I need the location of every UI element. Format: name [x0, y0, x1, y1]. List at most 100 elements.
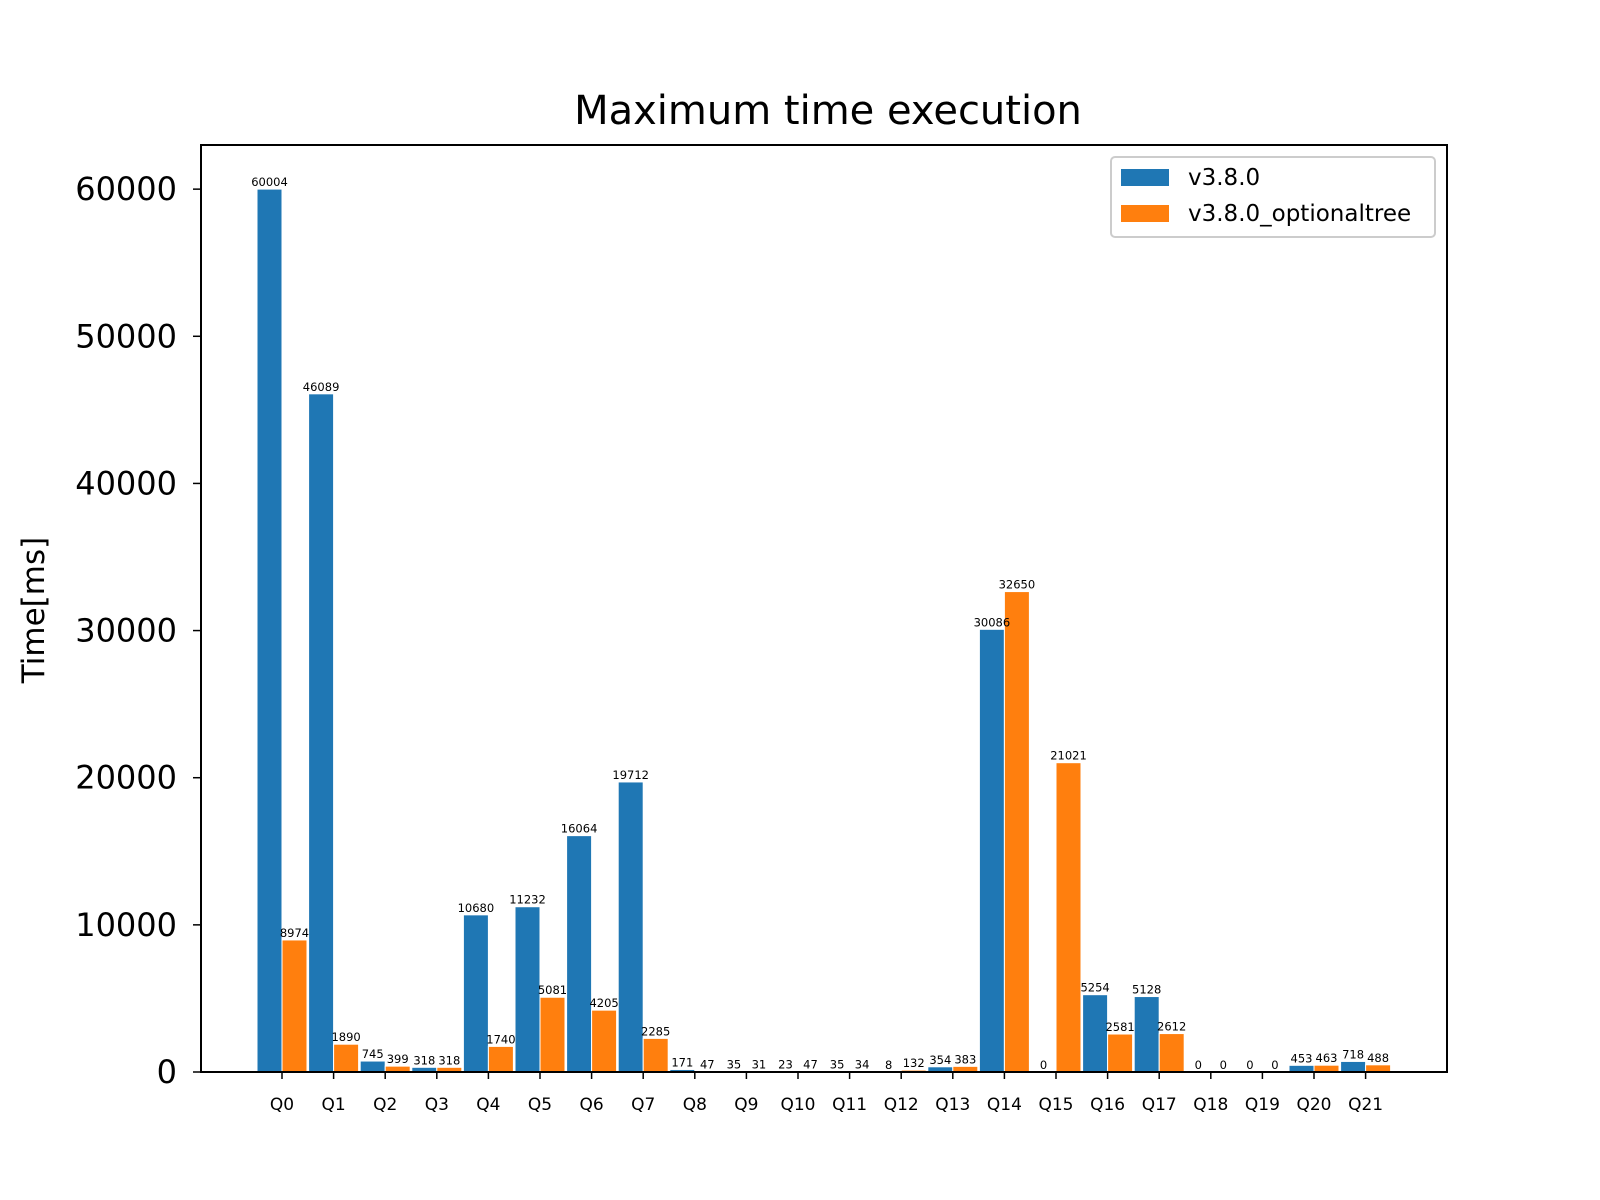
legend-box: [1110, 156, 1436, 238]
data-label-v3-8-0-q17: 5128: [1132, 983, 1161, 997]
bar-v3-8-0-optionaltree-q15: [1055, 762, 1082, 1073]
y-tick-label-40000: 40000: [75, 464, 177, 502]
y-tick-label-10000: 10000: [75, 906, 177, 944]
x-tick-label-q21: Q21: [1348, 1095, 1383, 1115]
data-label-v3-8-0-optionaltree-q13: 383: [954, 1052, 976, 1066]
x-tick-label-q6: Q6: [579, 1095, 603, 1115]
bar-v3-8-0-optionaltree-q1: [333, 1043, 360, 1073]
x-tick-label-q2: Q2: [373, 1095, 397, 1115]
data-label-v3-8-0-q8: 171: [671, 1055, 693, 1069]
data-label-v3-8-0-q12: 8: [885, 1058, 892, 1072]
data-label-v3-8-0-q2: 745: [362, 1047, 384, 1061]
bar-v3-8-0-q16: [1082, 994, 1109, 1073]
legend-label-v3-8-0-optionaltree: v3.8.0_optionaltree: [1188, 201, 1411, 227]
data-label-v3-8-0-optionaltree-q20: 463: [1316, 1051, 1338, 1065]
data-label-v3-8-0-q11: 35: [830, 1057, 845, 1071]
bar-v3-8-0-q6: [566, 835, 593, 1073]
data-label-v3-8-0-q15: 0: [1040, 1058, 1047, 1072]
x-axis-ticks: Q0 Q1 Q2 Q3 Q4 Q5 Q6 Q7 Q8 Q9 Q10 Q11 Q12 Q13 Q14 Q15 Q1…: [270, 1072, 1383, 1115]
bar-v3-8-0-optionaltree-q7: [642, 1037, 669, 1073]
legend-swatch-v3-8-0-optionaltree: [1121, 205, 1169, 222]
x-tick-label-q10: Q10: [780, 1095, 815, 1115]
legend: v3.8.0 v3.8.0_optionaltree: [1110, 156, 1436, 238]
data-label-v3-8-0-q7: 19712: [612, 768, 649, 782]
data-label-v3-8-0-optionaltree-q21: 488: [1367, 1051, 1389, 1065]
plot-area-frame: [200, 144, 1448, 1073]
data-label-v3-8-0-optionaltree-q14: 32650: [999, 578, 1036, 592]
chart-title: Maximum time execution: [574, 88, 1082, 134]
data-label-v3-8-0-optionaltree-q9: 31: [752, 1058, 767, 1072]
data-label-v3-8-0-optionaltree-q6: 4205: [589, 996, 618, 1010]
y-tick-label-20000: 20000: [75, 759, 177, 797]
x-tick-label-q18: Q18: [1193, 1095, 1228, 1115]
y-tick-label-0: 0: [157, 1053, 177, 1091]
data-label-v3-8-0-q18: 0: [1195, 1058, 1202, 1072]
x-tick-label-q17: Q17: [1142, 1095, 1177, 1115]
data-label-v3-8-0-q20: 453: [1291, 1051, 1313, 1065]
bar-v3-8-0-q21: [1340, 1060, 1367, 1073]
bar-v3-8-0-q7: [617, 781, 644, 1073]
x-tick-label-q15: Q15: [1038, 1095, 1073, 1115]
x-tick-label-q14: Q14: [987, 1095, 1022, 1115]
bar-v3-8-0-q0: [256, 188, 283, 1073]
data-label-v3-8-0-optionaltree-q8: 47: [700, 1057, 715, 1071]
y-axis-label: Time[ms]: [16, 537, 52, 684]
data-label-v3-8-0-q1: 46089: [303, 380, 340, 394]
x-tick-label-q11: Q11: [832, 1095, 867, 1115]
bar-v3-8-0-optionaltree-q0: [281, 939, 308, 1073]
legend-swatch-v3-8-0: [1121, 169, 1169, 186]
data-label-v3-8-0-q3: 318: [413, 1053, 435, 1067]
data-label-v3-8-0-q10: 23: [778, 1058, 793, 1072]
bar-v3-8-0-optionaltree-q4: [487, 1045, 514, 1073]
data-label-v3-8-0-optionaltree-q7: 2285: [641, 1024, 670, 1038]
data-label-v3-8-0-optionaltree-q17: 2612: [1157, 1020, 1186, 1034]
bar-v3-8-0-q17: [1133, 996, 1160, 1073]
bar-v3-8-0-optionaltree-q14: [1003, 591, 1030, 1073]
data-label-v3-8-0-optionaltree-q18: 0: [1220, 1058, 1227, 1072]
x-tick-label-q5: Q5: [528, 1095, 552, 1115]
data-label-v3-8-0-q6: 16064: [561, 822, 598, 836]
y-tick-label-30000: 30000: [75, 612, 177, 650]
data-label-v3-8-0-q21: 718: [1342, 1047, 1364, 1061]
bar-v3-8-0-optionaltree-q21: [1365, 1064, 1392, 1073]
bar-v3-8-0-q5: [514, 906, 541, 1073]
x-tick-label-q20: Q20: [1296, 1095, 1331, 1115]
x-tick-label-q7: Q7: [631, 1095, 655, 1115]
x-tick-label-q16: Q16: [1090, 1095, 1125, 1115]
data-label-v3-8-0-q13: 354: [929, 1053, 951, 1067]
bar-v3-8-0-optionaltree-q17: [1158, 1033, 1185, 1073]
y-axis-ticks: 0 10000 20000 30000 40000 50000 60000: [75, 170, 201, 1091]
data-label-v3-8-0-q4: 10680: [458, 901, 495, 915]
bar-v3-8-0-q14: [978, 628, 1005, 1073]
x-tick-label-q4: Q4: [476, 1095, 500, 1115]
bar-v3-8-0-optionaltree-q5: [539, 996, 566, 1073]
data-label-v3-8-0-optionaltree-q16: 2581: [1105, 1020, 1134, 1034]
data-label-v3-8-0-optionaltree-q3: 318: [438, 1053, 460, 1067]
data-label-v3-8-0-optionaltree-q2: 399: [387, 1052, 409, 1066]
bars-layer: [256, 188, 1392, 1073]
y-tick-label-60000: 60000: [75, 170, 177, 208]
y-tick-label-50000: 50000: [75, 317, 177, 355]
data-label-v3-8-0-optionaltree-q10: 47: [803, 1057, 818, 1071]
data-label-v3-8-0-q19: 0: [1246, 1058, 1253, 1072]
data-label-v3-8-0-optionaltree-q4: 1740: [486, 1032, 515, 1046]
x-tick-label-q8: Q8: [683, 1095, 707, 1115]
data-label-v3-8-0-optionaltree-q1: 1890: [331, 1030, 360, 1044]
bar-v3-8-0-q1: [308, 393, 335, 1073]
x-tick-label-q9: Q9: [734, 1095, 758, 1115]
data-label-v3-8-0-q0: 60004: [251, 175, 288, 189]
x-tick-label-q13: Q13: [935, 1095, 970, 1115]
data-label-v3-8-0-q14: 30086: [974, 615, 1011, 629]
data-label-v3-8-0-optionaltree-q0: 8974: [280, 926, 309, 940]
data-label-v3-8-0-optionaltree-q12: 132: [903, 1056, 925, 1070]
bar-v3-8-0-optionaltree-q6: [591, 1009, 618, 1073]
x-tick-label-q19: Q19: [1245, 1095, 1280, 1115]
data-label-v3-8-0-optionaltree-q19: 0: [1271, 1058, 1278, 1072]
data-label-v3-8-0-optionaltree-q5: 5081: [538, 983, 567, 997]
x-tick-label-q1: Q1: [321, 1095, 345, 1115]
data-label-v3-8-0-q16: 5254: [1080, 981, 1109, 995]
data-label-v3-8-0-optionaltree-q11: 34: [855, 1058, 870, 1072]
